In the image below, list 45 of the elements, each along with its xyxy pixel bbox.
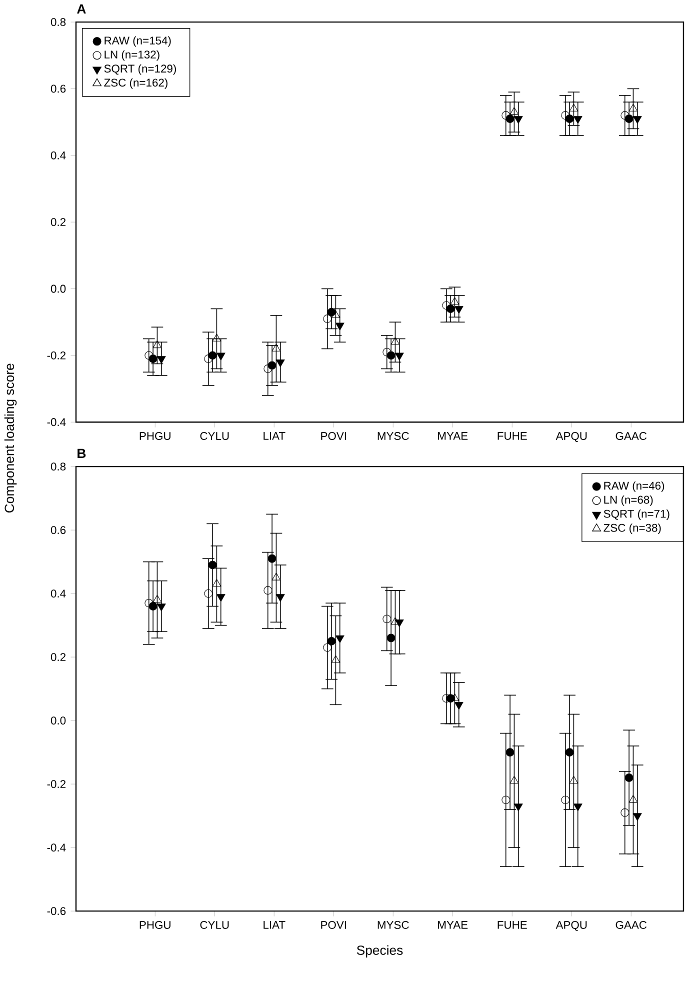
legend-label: SQRT (n=71) bbox=[604, 510, 670, 520]
x-tick-label: MYAE bbox=[438, 432, 468, 440]
y-tick-label: 0.6 bbox=[51, 526, 66, 534]
x-tick-label: APQU bbox=[556, 920, 587, 931]
x-tick-label: LIAT bbox=[264, 432, 286, 440]
x-tick-label: MYAE bbox=[438, 920, 468, 929]
x-tick-label: CYLU bbox=[200, 432, 229, 440]
legend-label: LN (n=132) bbox=[104, 50, 160, 61]
x-tick-label: LIAT bbox=[264, 920, 286, 929]
x-tick-label: GAAC bbox=[616, 920, 647, 929]
x-tick-label: FUHE bbox=[498, 920, 527, 929]
x-tick-label: MYSC bbox=[378, 920, 409, 929]
y-tick-label: 0.0 bbox=[51, 716, 66, 725]
y-tick-label: 0.2 bbox=[51, 653, 66, 662]
y-tick-label: -0.6 bbox=[47, 907, 66, 916]
legend-label: ZSC (n=38) bbox=[604, 524, 661, 534]
y-tick-label: -0.2 bbox=[47, 351, 66, 360]
x-tick-label: PHGU bbox=[140, 920, 171, 929]
x-tick-label: MYSC bbox=[378, 432, 409, 440]
x-tick-label: PHGU bbox=[140, 432, 171, 440]
y-tick-label: 0.4 bbox=[51, 151, 66, 160]
x-axis-title: Species bbox=[357, 945, 403, 958]
x-tick-label: FUHE bbox=[498, 432, 527, 440]
y-tick-label: 0.8 bbox=[51, 18, 66, 26]
chart-title: B bbox=[78, 448, 86, 458]
y-tick-label: -0.2 bbox=[47, 780, 66, 788]
y-tick-label: 0.2 bbox=[51, 218, 66, 226]
x-tick-label: GAAC bbox=[616, 432, 647, 440]
y-tick-label: 0.6 bbox=[51, 84, 66, 93]
y-tick-label: 0.0 bbox=[51, 284, 66, 293]
legend-label: LN (n=68) bbox=[604, 495, 653, 506]
x-tick-label: POVI bbox=[321, 432, 346, 440]
y-axis-title: Component loading score bbox=[4, 364, 17, 512]
legend-label: RAW (n=46) bbox=[604, 481, 664, 492]
x-tick-label: CYLU bbox=[200, 920, 229, 929]
x-tick-label: POVI bbox=[321, 920, 346, 929]
y-tick-label: -0.4 bbox=[47, 418, 66, 426]
legend-label: SQRT (n=129) bbox=[104, 64, 176, 75]
chart-title: A bbox=[77, 4, 86, 14]
y-tick-label: 0.8 bbox=[51, 462, 66, 471]
legend-label: RAW (n=154) bbox=[104, 36, 171, 47]
y-tick-label: -0.4 bbox=[47, 844, 66, 852]
x-tick-label: APQU bbox=[556, 432, 587, 442]
y-tick-label: 0.4 bbox=[51, 590, 66, 598]
legend-label: ZSC (n=162) bbox=[104, 78, 168, 89]
